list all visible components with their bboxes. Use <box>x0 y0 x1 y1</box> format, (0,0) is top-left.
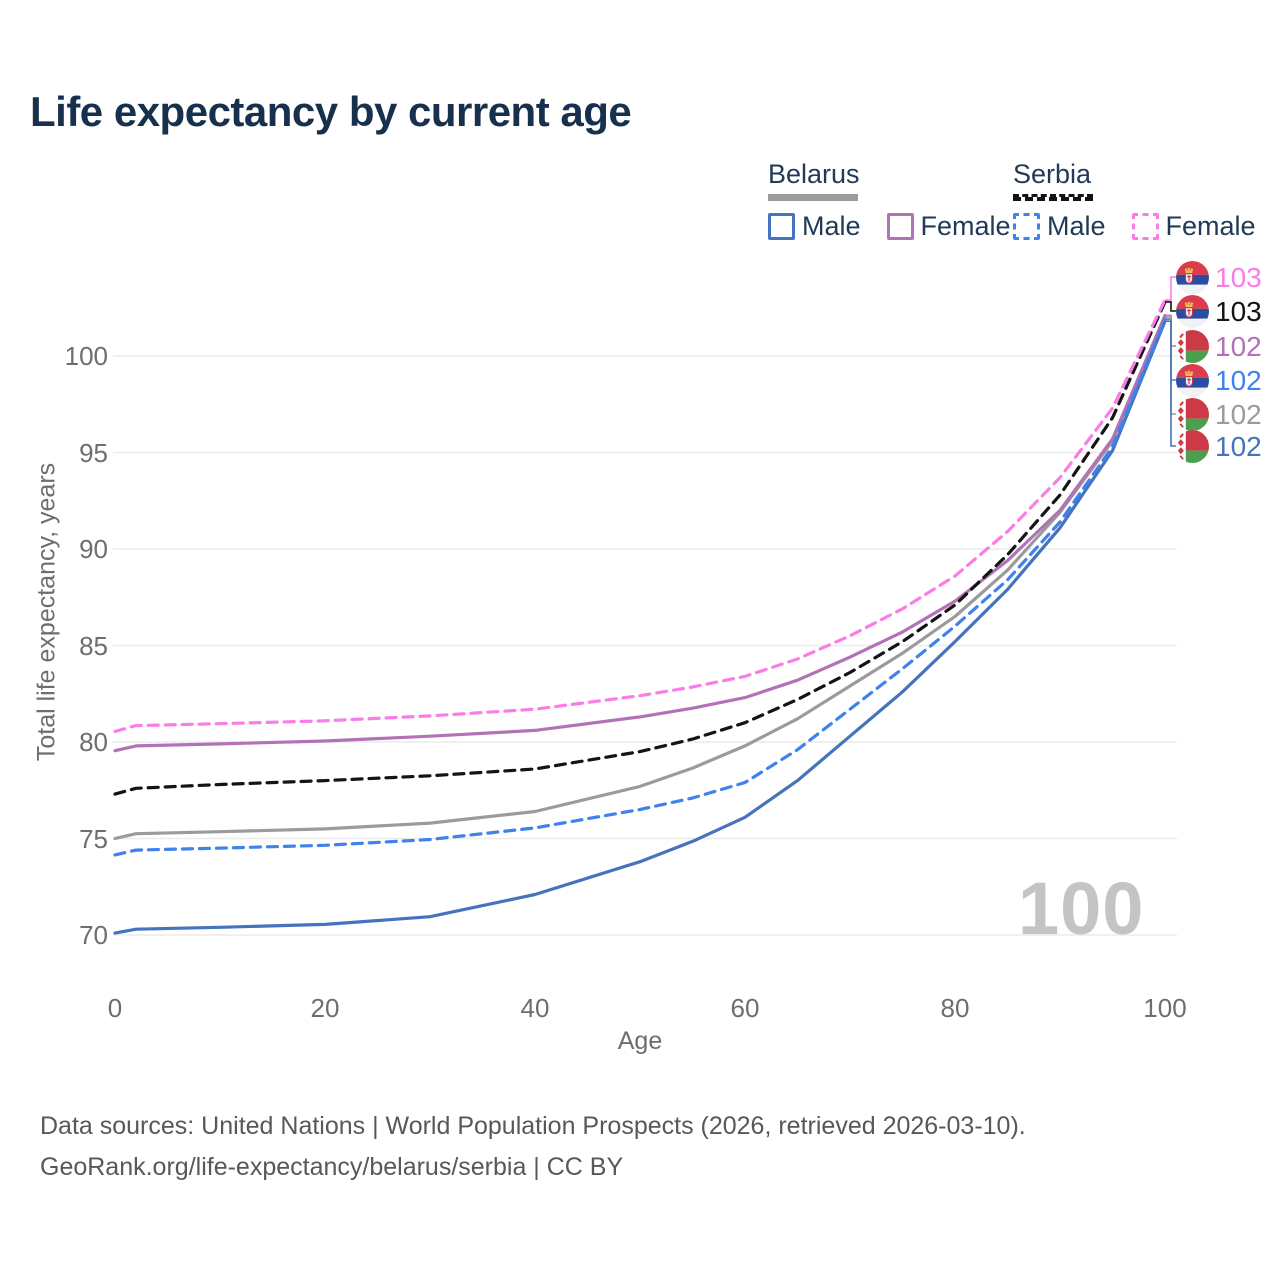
belarus-flag-icon <box>1176 429 1209 463</box>
legend-checkbox-serbia-male[interactable] <box>1013 212 1040 240</box>
legend-checkbox-belarus-female[interactable] <box>886 212 914 240</box>
x-tick-label-40: 40 <box>520 993 550 1023</box>
legend-underline-belarus <box>768 193 858 201</box>
x-tick-label-0: 0 <box>107 993 123 1023</box>
callout-row-serbia-female: 103 <box>1176 260 1262 294</box>
serbia-flag-icon <box>1176 294 1209 328</box>
legend-item-belarus-female[interactable]: Female <box>886 210 1011 242</box>
y-tick-label-100: 100 <box>64 341 108 371</box>
legend-group-belarus: Belarus Male Female <box>768 159 1037 242</box>
legend-item-serbia-male[interactable]: Male <box>1013 211 1106 242</box>
callout-row-belarus-female: 102 <box>1176 329 1262 363</box>
y-tick-label-70: 70 <box>79 920 108 950</box>
callout-row-serbia-male: 102 <box>1176 363 1262 397</box>
callout-connector-serbia-female <box>1165 276 1176 301</box>
age-counter-watermark: 100 <box>1018 867 1145 950</box>
legend-row-serbia: Male Female <box>1013 211 1280 242</box>
callout-connector-belarus-male <box>1165 320 1176 447</box>
legend-item-belarus-male[interactable]: Male <box>768 211 861 242</box>
y-tick-label-90: 90 <box>79 534 108 564</box>
x-tick-label-100: 100 <box>1143 993 1187 1023</box>
legend-row-belarus: Male Female <box>768 211 1037 242</box>
page-title: Life expectancy by current age <box>30 88 632 135</box>
series-line-serbia-total <box>113 300 1167 796</box>
y-tick-label-85: 85 <box>79 630 108 661</box>
footer-source-line: Data sources: United Nations | World Pop… <box>40 1112 1026 1140</box>
legend-item-label: Female <box>920 210 1011 241</box>
footer: Data sources: United Nations | World Pop… <box>40 1106 1026 1187</box>
footer-attribution-line: GeoRank.org/life-expectancy/belarus/serb… <box>40 1152 624 1181</box>
y-tick-label-95: 95 <box>79 437 108 468</box>
legend-checkbox-belarus-male[interactable] <box>768 212 795 240</box>
x-tick-label-80: 80 <box>940 993 970 1023</box>
series-line-belarus-total <box>113 315 1167 841</box>
callout-connector-serbia-total <box>1165 301 1176 312</box>
legend-item-serbia-female[interactable]: Female <box>1131 210 1256 242</box>
series-line-belarus-male <box>113 319 1167 935</box>
legend-checkbox-serbia-female[interactable] <box>1131 212 1159 240</box>
callout-row-serbia-total: 103 <box>1176 294 1262 328</box>
legend-group-title-serbia: Serbia <box>1013 159 1092 189</box>
x-tick-label-20: 20 <box>310 993 340 1023</box>
serbia-flag-icon <box>1176 363 1209 397</box>
belarus-flag-icon <box>1176 329 1209 363</box>
callout-row-belarus-male: 102 <box>1176 429 1262 463</box>
legend-item-label: Male <box>1047 210 1106 241</box>
callout-value: 102 <box>1215 330 1262 362</box>
legend-group-title-belarus: Belarus <box>768 159 860 189</box>
x-tick-label-60: 60 <box>730 993 760 1023</box>
callout-row-belarus-total: 102 <box>1176 397 1262 431</box>
y-tick-label-80: 80 <box>79 727 108 757</box>
series-line-serbia-female <box>113 298 1167 734</box>
legend-item-label: Female <box>1165 210 1256 241</box>
x-axis-title: Age <box>617 1027 663 1055</box>
legend-item-label: Male <box>802 210 861 241</box>
callout-value: 102 <box>1215 430 1262 462</box>
series-line-belarus-female <box>113 313 1167 753</box>
legend-group-serbia: Serbia Male Female <box>1013 159 1280 242</box>
serbia-flag-icon <box>1176 260 1209 294</box>
series-line-serbia-male <box>113 317 1167 857</box>
legend-underline-serbia <box>1013 193 1093 201</box>
callout-value: 103 <box>1215 295 1262 327</box>
y-tick-label-75: 75 <box>79 823 108 854</box>
callout-value: 102 <box>1215 364 1262 396</box>
callout-value: 102 <box>1215 398 1262 430</box>
y-axis-title: Total life expectancy, years <box>32 462 61 762</box>
belarus-flag-icon <box>1176 397 1209 431</box>
callout-value: 103 <box>1215 261 1262 293</box>
